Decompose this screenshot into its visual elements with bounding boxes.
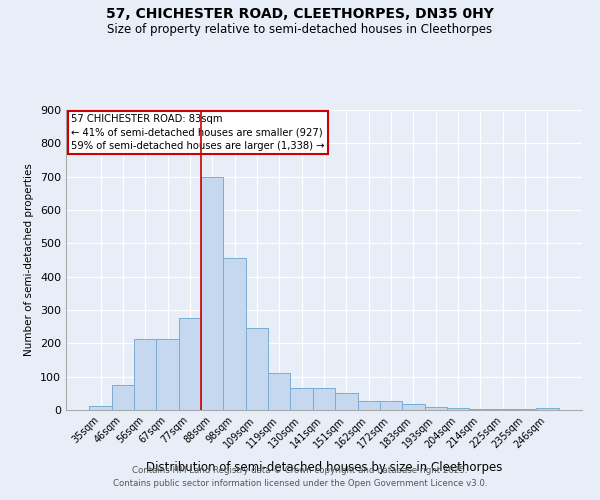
Bar — [313, 388, 335, 410]
Bar — [402, 404, 425, 410]
Bar — [536, 408, 559, 410]
Text: 57 CHICHESTER ROAD: 83sqm
← 41% of semi-detached houses are smaller (927)
59% of: 57 CHICHESTER ROAD: 83sqm ← 41% of semi-… — [71, 114, 325, 151]
Bar — [268, 374, 290, 410]
Bar — [134, 339, 157, 410]
Bar — [179, 318, 201, 410]
Bar — [425, 406, 447, 410]
Bar — [157, 339, 179, 410]
Text: 57, CHICHESTER ROAD, CLEETHORPES, DN35 0HY: 57, CHICHESTER ROAD, CLEETHORPES, DN35 0… — [106, 8, 494, 22]
Bar — [469, 409, 491, 410]
Bar — [290, 388, 313, 410]
X-axis label: Distribution of semi-detached houses by size in Cleethorpes: Distribution of semi-detached houses by … — [146, 461, 502, 474]
Y-axis label: Number of semi-detached properties: Number of semi-detached properties — [25, 164, 34, 356]
Bar — [246, 328, 268, 410]
Bar — [201, 176, 223, 410]
Bar — [335, 394, 358, 410]
Text: Contains HM Land Registry data © Crown copyright and database right 2025.
Contai: Contains HM Land Registry data © Crown c… — [113, 466, 487, 487]
Bar — [358, 400, 380, 410]
Text: Size of property relative to semi-detached houses in Cleethorpes: Size of property relative to semi-detach… — [107, 22, 493, 36]
Bar — [447, 408, 469, 410]
Bar — [380, 400, 402, 410]
Bar — [112, 385, 134, 410]
Bar — [89, 406, 112, 410]
Bar — [223, 258, 246, 410]
